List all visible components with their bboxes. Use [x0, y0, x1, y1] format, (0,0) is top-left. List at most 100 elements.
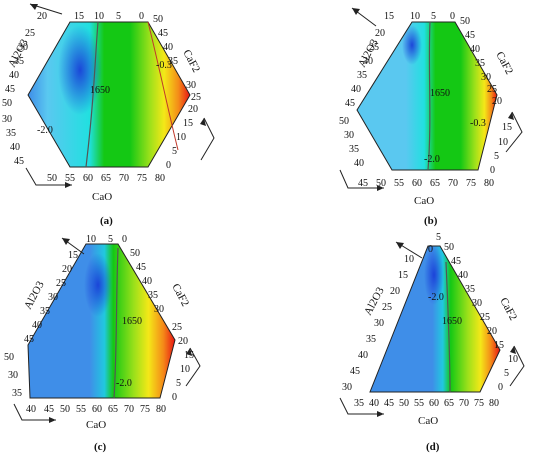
- panel-b-arrow-bottom: [339, 169, 384, 189]
- panel-b-top-ticks: 15 10 5 0: [384, 11, 455, 22]
- tick-label: 0: [139, 11, 144, 22]
- panel-c-arrow-bottom: [13, 403, 56, 421]
- tick-label: 15: [384, 11, 394, 22]
- panel-a-arrowhead-top: [30, 4, 38, 10]
- tick-label: 15: [494, 340, 504, 351]
- panel-b-iso-minus03: -0.3: [470, 118, 486, 129]
- tick-label: 25: [382, 302, 392, 313]
- tick-label: 30: [374, 318, 384, 329]
- tick-label: 50: [399, 398, 409, 409]
- panel-c-arrow-right: [185, 347, 201, 387]
- panel-d-top-ticks: 5 0: [428, 232, 441, 255]
- tick-label: 10: [410, 11, 420, 22]
- panel-b-left-ticks: 20 25 30 35 40 45 50 30 35 40: [339, 28, 385, 169]
- panel-a-bottom-ticks: 50 55 60 65 70 75 80: [47, 173, 165, 184]
- tick-label: 40: [9, 70, 19, 81]
- panel-b-arrowhead-bottom: [377, 185, 384, 191]
- panel-c-arrowhead-right: [186, 348, 192, 356]
- tick-label: 10: [86, 234, 96, 245]
- tick-label: 65: [101, 173, 111, 184]
- tick-label: 55: [414, 398, 424, 409]
- panel-b-contour-1650: [427, 21, 431, 171]
- panel-b-axis-al2o3: Al2O3: [356, 37, 381, 70]
- panel-a-iso-1650: 1650: [90, 85, 110, 96]
- tick-label: 10: [94, 11, 104, 22]
- panel-b-arrow-right: [505, 111, 523, 153]
- tick-label: 75: [466, 178, 476, 189]
- tick-label: 25: [172, 322, 182, 333]
- panel-a-left-ticks: 25 30 35 40 45 50 30 35 40 45: [2, 28, 35, 167]
- tick-label: 80: [155, 173, 165, 184]
- tick-label: 45: [465, 30, 475, 41]
- panel-d-blue-region: [424, 245, 444, 305]
- tick-label: 70: [124, 404, 134, 415]
- tick-label: 15: [183, 118, 193, 129]
- tick-label: 30: [48, 292, 58, 303]
- tick-label: 40: [26, 404, 36, 415]
- tick-label: 10: [498, 137, 508, 148]
- tick-label: 45: [136, 262, 146, 273]
- tick-label: 25: [191, 92, 201, 103]
- tick-label: 20: [487, 326, 497, 337]
- panel-a-axis-caf2: CaF2: [180, 48, 202, 75]
- panel-d-arrow-bottom: [339, 397, 384, 415]
- tick-label: 20: [62, 264, 72, 275]
- panel-c-blue-region: [84, 253, 112, 317]
- tick-label: 5: [504, 368, 509, 379]
- tick-label: 80: [484, 178, 494, 189]
- tick-label: 35: [357, 70, 367, 81]
- panel-d-bottom-ticks: 35 40 45 50 55 60 65 70 75 80: [354, 398, 499, 409]
- tick-label: 45: [5, 84, 15, 95]
- panel-c-left-ticks: 15 20 25 30 35 40 45 50 30 35: [4, 250, 78, 399]
- panel-d-contour-1650: [445, 261, 451, 393]
- tick-label: 20: [492, 96, 502, 107]
- panel-d-axis-cao: CaO: [418, 415, 438, 427]
- panel-d-arrowhead-right: [510, 346, 516, 354]
- panel-d-label: (d): [426, 441, 440, 453]
- tick-label: 55: [65, 173, 75, 184]
- panel-a-axis-cao: CaO: [92, 191, 112, 203]
- tick-label: 60: [412, 178, 422, 189]
- tick-label: 55: [394, 178, 404, 189]
- tick-label: 30: [2, 114, 12, 125]
- panel-c-axis-cao: CaO: [86, 419, 106, 431]
- panel-b-label: (b): [424, 215, 438, 227]
- panel-c-axis-caf2: CaF2: [169, 282, 191, 309]
- tick-label: 45: [451, 256, 461, 267]
- panel-b-axis-cao: CaO: [414, 195, 434, 207]
- tick-label: 35: [349, 144, 359, 155]
- tick-label: 45: [384, 398, 394, 409]
- tick-label: 40: [351, 84, 361, 95]
- tick-label: 0: [490, 165, 495, 176]
- tick-label: 15: [184, 350, 194, 361]
- tick-label: 25: [480, 312, 490, 323]
- panel-a-top-ticks: 20 15 10 5 0: [37, 11, 144, 22]
- tick-label: 5: [436, 232, 441, 243]
- tick-label: 40: [163, 42, 173, 53]
- tick-label: 45: [24, 334, 34, 345]
- tick-label: 30: [472, 298, 482, 309]
- panel-a: 20 15 10 5 0 25 30 35 40 45 50 30 35 40 …: [2, 3, 215, 227]
- tick-label: 70: [119, 173, 129, 184]
- tick-label: 5: [431, 11, 436, 22]
- tick-label: 60: [429, 398, 439, 409]
- tick-label: 35: [366, 334, 376, 345]
- tick-label: 50: [153, 14, 163, 25]
- tick-label: 0: [428, 244, 433, 255]
- panel-a-arrowhead-bottom: [65, 182, 72, 188]
- panel-c-bottom-ticks: 40 45 50 55 60 65 70 75 80: [26, 404, 166, 415]
- tick-label: 80: [489, 398, 499, 409]
- tick-label: 5: [108, 234, 113, 245]
- tick-label: 45: [14, 156, 24, 167]
- panel-c-arrowhead-top: [62, 238, 70, 245]
- tick-label: 65: [108, 404, 118, 415]
- tick-label: 35: [40, 306, 50, 317]
- tick-label: 5: [494, 151, 499, 162]
- tick-label: 70: [448, 178, 458, 189]
- panel-b-iso-1650: 1650: [430, 88, 450, 99]
- panel-a-arrow-bottom: [25, 167, 72, 186]
- tick-label: 50: [444, 242, 454, 253]
- panel-b-blue-region: [402, 25, 422, 65]
- tick-label: 20: [188, 104, 198, 115]
- tick-label: 20: [375, 28, 385, 39]
